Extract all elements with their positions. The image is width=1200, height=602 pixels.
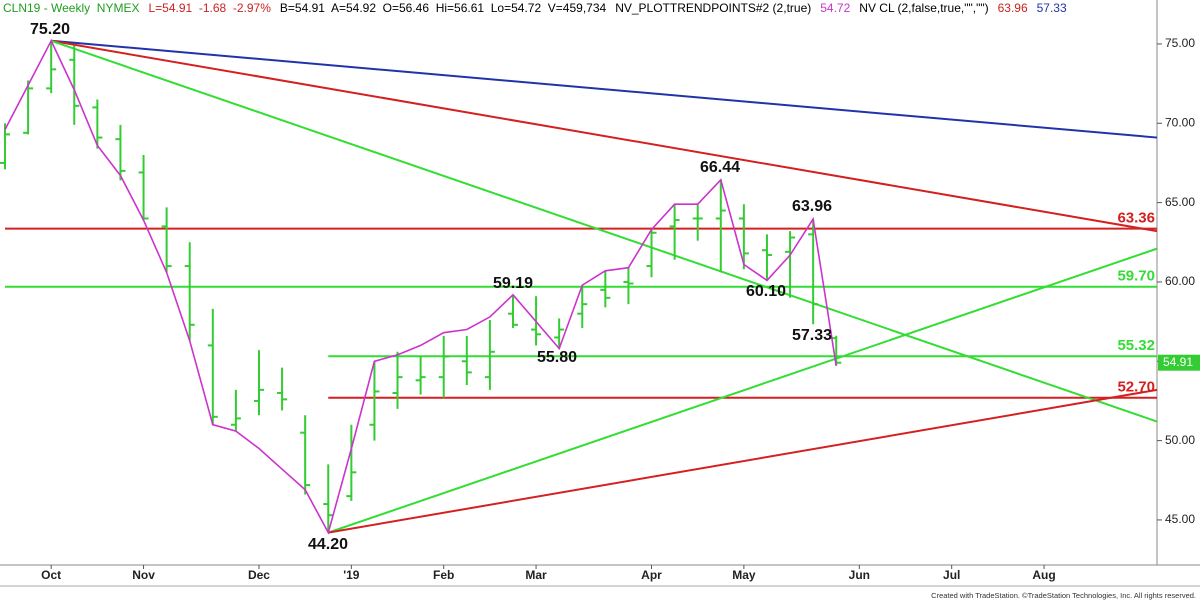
x-tick-label: Mar [525, 568, 547, 582]
header-item: L=54.91 -1.68 -2.97% [148, 1, 271, 15]
last-price-label: 54.91 [1163, 355, 1193, 369]
pivot-label: 59.19 [493, 275, 533, 292]
pivot-label: 44.20 [308, 536, 348, 553]
x-tick-label: Feb [433, 568, 454, 582]
header-item: B=54.91 A=54.92 O=56.46 Hi=56.61 Lo=54.7… [279, 1, 607, 15]
level-label: 55.32 [1117, 337, 1155, 354]
header-item: CLN19 - Weekly NYMEX [3, 1, 140, 15]
header-item: NV_PLOTTRENDPOINTS#2 (2,true) [615, 1, 812, 15]
y-tick-label: 50.00 [1165, 433, 1195, 447]
zigzag-line [4, 38, 837, 535]
pivot-label: 55.80 [537, 349, 577, 366]
level-label: 59.70 [1117, 268, 1155, 285]
x-tick-label: Jun [849, 568, 870, 582]
y-tick-label: 60.00 [1165, 274, 1195, 288]
x-tick-label: Dec [248, 568, 270, 582]
last-price-box [1158, 354, 1200, 371]
x-tick-label: Nov [132, 568, 155, 582]
pivot-label: 66.44 [700, 159, 740, 176]
header-item: 57.33 [1036, 1, 1067, 15]
trendline [51, 39, 1158, 139]
x-tick-label: May [732, 568, 756, 582]
y-tick-label: 65.00 [1165, 195, 1195, 209]
pivot-label: 75.20 [30, 21, 70, 38]
x-tick-label: Aug [1032, 568, 1055, 582]
pivot-label: 57.33 [792, 327, 832, 344]
x-tick-label: '19 [343, 568, 360, 582]
trendline [51, 39, 1158, 233]
y-tick-label: 45.00 [1165, 512, 1195, 526]
level-label: 63.36 [1117, 210, 1155, 227]
trendline [50, 39, 1158, 423]
header-item: NV CL (2,false,true,"","") [859, 1, 989, 15]
trendline [327, 247, 1158, 534]
y-tick-label: 70.00 [1165, 115, 1195, 129]
footer: Created with TradeStation. ©TradeStation… [931, 591, 1196, 600]
x-tick-label: Oct [41, 568, 61, 582]
pivot-label: 63.96 [792, 198, 832, 215]
trendline [328, 388, 1158, 534]
x-tick-label: Jul [943, 568, 960, 582]
header-item: 54.72 [820, 1, 851, 15]
header-item: 63.96 [997, 1, 1028, 15]
x-tick-label: Apr [641, 568, 662, 582]
header: CLN19 - Weekly NYMEX L=54.91 -1.68 -2.97%… [3, 1, 1076, 15]
y-tick-label: 75.00 [1165, 36, 1195, 50]
pivot-label: 60.10 [746, 283, 786, 300]
